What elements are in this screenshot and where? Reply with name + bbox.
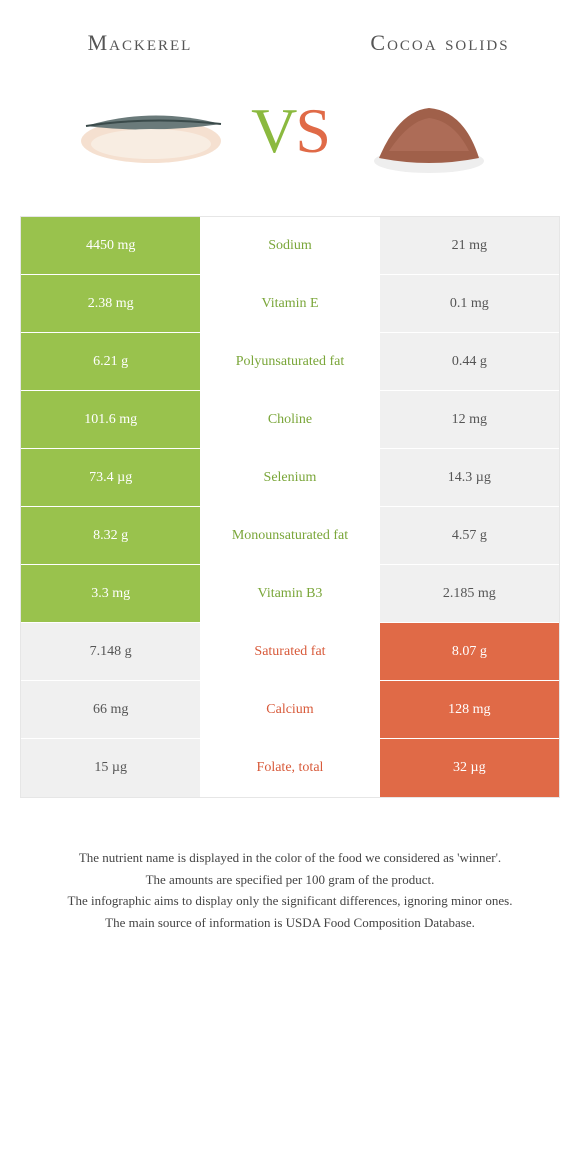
cell-nutrient-name: Selenium [200, 449, 379, 506]
cell-nutrient-name: Calcium [200, 681, 379, 738]
cell-left-value: 101.6 mg [21, 391, 200, 448]
table-row: 7.148 gSaturated fat8.07 g [21, 623, 559, 681]
table-row: 101.6 mgCholine12 mg [21, 391, 559, 449]
cell-left-value: 7.148 g [21, 623, 200, 680]
table-row: 6.21 gPolyunsaturated fat0.44 g [21, 333, 559, 391]
cell-right-value: 4.57 g [380, 507, 559, 564]
cell-left-value: 73.4 µg [21, 449, 200, 506]
cell-right-value: 32 µg [380, 739, 559, 797]
table-row: 66 mgCalcium128 mg [21, 681, 559, 739]
table-row: 73.4 µgSelenium14.3 µg [21, 449, 559, 507]
cell-right-value: 12 mg [380, 391, 559, 448]
footer-line-2: The amounts are specified per 100 gram o… [30, 870, 550, 890]
title-left: Mackerel [40, 30, 240, 56]
cell-nutrient-name: Vitamin B3 [200, 565, 379, 622]
cell-right-value: 2.185 mg [380, 565, 559, 622]
cell-left-value: 15 µg [21, 739, 200, 797]
cell-left-value: 3.3 mg [21, 565, 200, 622]
cell-right-value: 128 mg [380, 681, 559, 738]
cell-left-value: 8.32 g [21, 507, 200, 564]
vs-row: VS [0, 66, 580, 216]
cell-nutrient-name: Monounsaturated fat [200, 507, 379, 564]
cell-nutrient-name: Polyunsaturated fat [200, 333, 379, 390]
table-row: 4450 mgSodium21 mg [21, 217, 559, 275]
cell-left-value: 4450 mg [21, 217, 200, 274]
cell-nutrient-name: Choline [200, 391, 379, 448]
cell-left-value: 66 mg [21, 681, 200, 738]
header: Mackerel Cocoa solids [0, 0, 580, 66]
table-row: 3.3 mgVitamin B32.185 mg [21, 565, 559, 623]
footer-line-4: The main source of information is USDA F… [30, 913, 550, 933]
cell-right-value: 21 mg [380, 217, 559, 274]
cell-right-value: 8.07 g [380, 623, 559, 680]
cell-right-value: 14.3 µg [380, 449, 559, 506]
table-row: 2.38 mgVitamin E0.1 mg [21, 275, 559, 333]
table-row: 15 µgFolate, total32 µg [21, 739, 559, 797]
mackerel-image [71, 76, 231, 186]
footer-line-3: The infographic aims to display only the… [30, 891, 550, 911]
vs-v: V [251, 95, 295, 166]
cell-right-value: 0.44 g [380, 333, 559, 390]
cell-nutrient-name: Sodium [200, 217, 379, 274]
footer-line-1: The nutrient name is displayed in the co… [30, 848, 550, 868]
cell-nutrient-name: Saturated fat [200, 623, 379, 680]
vs-s: S [295, 95, 329, 166]
cell-left-value: 2.38 mg [21, 275, 200, 332]
cell-left-value: 6.21 g [21, 333, 200, 390]
footer: The nutrient name is displayed in the co… [0, 798, 580, 932]
cell-nutrient-name: Folate, total [200, 739, 379, 797]
nutrient-table: 4450 mgSodium21 mg2.38 mgVitamin E0.1 mg… [20, 216, 560, 798]
cocoa-image [349, 76, 509, 186]
title-right: Cocoa solids [340, 30, 540, 56]
vs-label: VS [251, 99, 329, 163]
cell-right-value: 0.1 mg [380, 275, 559, 332]
table-row: 8.32 gMonounsaturated fat4.57 g [21, 507, 559, 565]
cell-nutrient-name: Vitamin E [200, 275, 379, 332]
